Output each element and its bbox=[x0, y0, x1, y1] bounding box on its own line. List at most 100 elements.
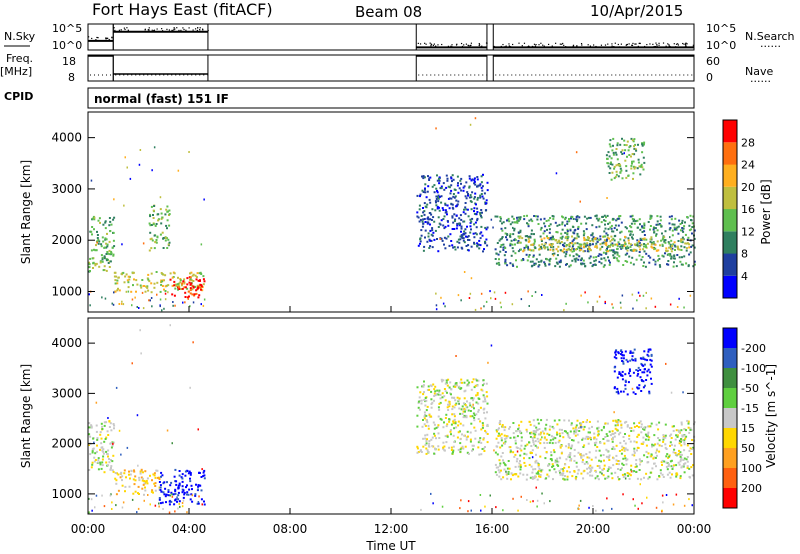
range-cell bbox=[664, 434, 667, 437]
range-cell bbox=[450, 446, 453, 449]
range-cell bbox=[668, 454, 671, 457]
range-cell bbox=[419, 391, 422, 394]
range-cell bbox=[626, 252, 629, 255]
range-cell bbox=[149, 213, 151, 216]
range-cell bbox=[554, 461, 557, 464]
range-cell bbox=[480, 388, 483, 391]
range-cell bbox=[595, 226, 598, 229]
range-cell bbox=[153, 146, 156, 149]
nave-point bbox=[691, 74, 693, 76]
range-cell bbox=[624, 447, 627, 450]
range-cell bbox=[123, 472, 126, 475]
range-cell bbox=[648, 392, 651, 395]
range-cell bbox=[429, 223, 431, 226]
range-cell bbox=[115, 482, 118, 485]
range-cell bbox=[114, 279, 117, 282]
range-cell bbox=[513, 473, 516, 476]
range-cell bbox=[589, 261, 592, 264]
range-cell bbox=[589, 216, 592, 219]
range-cell bbox=[96, 444, 98, 447]
range-cell bbox=[608, 237, 610, 240]
range-cell bbox=[536, 446, 538, 449]
range-cell bbox=[459, 422, 462, 425]
range-cell bbox=[538, 264, 541, 266]
noise-point bbox=[668, 45, 670, 47]
range-cell bbox=[505, 437, 508, 440]
range-cell bbox=[634, 504, 636, 507]
range-cell bbox=[596, 446, 599, 448]
range-cell bbox=[515, 460, 518, 463]
range-cell bbox=[613, 252, 616, 255]
nave-point bbox=[482, 74, 484, 76]
range-cell bbox=[423, 202, 426, 205]
range-cell bbox=[559, 473, 562, 476]
range-cell bbox=[643, 143, 645, 146]
range-cell bbox=[612, 237, 615, 240]
range-cell bbox=[680, 423, 683, 426]
range-cell bbox=[533, 424, 536, 427]
noise-point bbox=[455, 44, 458, 46]
range-cell bbox=[629, 245, 632, 248]
range-cell bbox=[612, 249, 615, 252]
range-cell bbox=[680, 466, 683, 469]
range-cell bbox=[631, 256, 634, 259]
range-cell bbox=[639, 420, 642, 423]
range-cell bbox=[468, 186, 471, 189]
range-cell bbox=[637, 372, 640, 375]
range-cell bbox=[479, 211, 482, 214]
range-cell bbox=[611, 149, 614, 152]
range-cell bbox=[480, 209, 483, 211]
range-cell bbox=[101, 461, 104, 464]
range-cell bbox=[452, 195, 455, 198]
range-cell bbox=[640, 431, 643, 434]
range-cell bbox=[610, 224, 613, 227]
range-cell bbox=[181, 485, 184, 488]
range-cell bbox=[673, 226, 676, 229]
range-cell bbox=[693, 260, 696, 263]
range-cell bbox=[444, 225, 447, 228]
range-cell bbox=[587, 301, 589, 304]
range-cell bbox=[528, 441, 531, 444]
range-cell bbox=[127, 286, 130, 289]
range-cell bbox=[166, 227, 168, 230]
range-cell bbox=[615, 391, 618, 394]
range-cell bbox=[90, 425, 93, 428]
range-cell bbox=[469, 292, 472, 295]
range-cell bbox=[612, 217, 615, 220]
range-cell bbox=[608, 459, 611, 461]
range-cell bbox=[595, 441, 598, 444]
range-cell bbox=[169, 494, 171, 497]
range-cell bbox=[624, 149, 627, 152]
range-cell bbox=[535, 453, 537, 456]
range-cell bbox=[612, 446, 615, 449]
range-cell bbox=[472, 378, 475, 381]
range-cell bbox=[597, 430, 600, 433]
range-cell bbox=[417, 244, 420, 247]
range-cell bbox=[599, 247, 602, 250]
range-cell bbox=[472, 399, 474, 402]
range-cell bbox=[530, 452, 533, 454]
range-cell bbox=[457, 222, 460, 225]
range-cell bbox=[145, 285, 148, 288]
range-cell bbox=[567, 235, 570, 238]
range-cell bbox=[660, 239, 663, 242]
range-cell bbox=[615, 420, 618, 423]
range-cell bbox=[560, 241, 563, 243]
range-cell bbox=[151, 479, 153, 482]
range-cell bbox=[164, 292, 167, 295]
range-cell bbox=[643, 161, 646, 164]
range-cell bbox=[152, 473, 155, 476]
range-cell bbox=[555, 248, 558, 251]
range-cell bbox=[144, 470, 147, 473]
x-tick-label: 08:00 bbox=[273, 522, 308, 536]
colorbar-segment bbox=[723, 468, 737, 488]
nave-point bbox=[90, 74, 91, 76]
range-cell bbox=[645, 291, 647, 294]
range-cell bbox=[578, 243, 581, 246]
range-cell bbox=[534, 461, 537, 464]
range-cell bbox=[459, 235, 462, 238]
range-cell bbox=[637, 291, 640, 294]
range-cell bbox=[617, 224, 620, 227]
range-cell bbox=[607, 222, 610, 225]
range-cell bbox=[570, 242, 573, 245]
